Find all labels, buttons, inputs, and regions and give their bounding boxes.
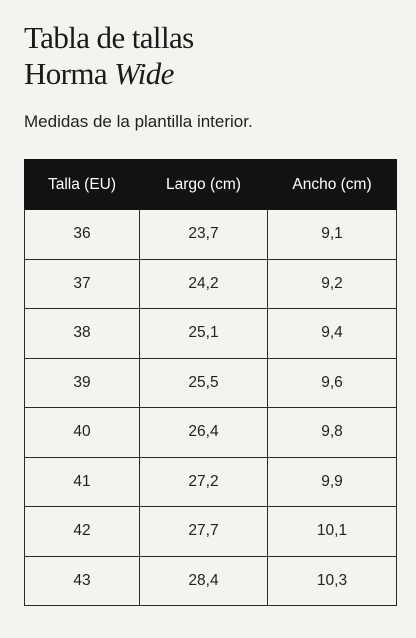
cell-length: 25,5	[139, 357, 268, 408]
header-size-eu: Talla (EU)	[24, 159, 140, 210]
table-row: 39 25,5 9,6	[24, 357, 397, 408]
cell-width: 9,9	[267, 456, 397, 507]
cell-size: 42	[24, 506, 140, 557]
cell-length: 27,2	[139, 456, 268, 507]
title-line-2-italic: Wide	[114, 56, 174, 91]
cell-length: 23,7	[139, 209, 268, 260]
table-row: 40 26,4 9,8	[24, 407, 397, 458]
cell-size: 37	[24, 258, 140, 309]
cell-size: 36	[24, 209, 140, 260]
cell-size: 43	[24, 555, 140, 606]
cell-length: 27,7	[139, 506, 268, 557]
header-length-cm: Largo (cm)	[139, 159, 268, 210]
table-header-row: Talla (EU) Largo (cm) Ancho (cm)	[24, 159, 397, 210]
table-row: 43 28,4 10,3	[24, 555, 397, 606]
cell-width: 10,1	[267, 506, 397, 557]
cell-width: 9,1	[267, 209, 397, 260]
cell-width: 9,8	[267, 407, 397, 458]
size-table: Talla (EU) Largo (cm) Ancho (cm) 36 23,7…	[24, 159, 397, 606]
cell-length: 26,4	[139, 407, 268, 458]
cell-width: 9,2	[267, 258, 397, 309]
table-row: 42 27,7 10,1	[24, 506, 397, 557]
cell-width: 10,3	[267, 555, 397, 606]
table-row: 38 25,1 9,4	[24, 308, 397, 359]
title-line-2: Horma Wide	[24, 56, 194, 92]
cell-size: 38	[24, 308, 140, 359]
table-row: 36 23,7 9,1	[24, 209, 397, 260]
cell-width: 9,4	[267, 308, 397, 359]
table-row: 41 27,2 9,9	[24, 456, 397, 507]
cell-size: 41	[24, 456, 140, 507]
cell-size: 40	[24, 407, 140, 458]
title-line-2-regular: Horma	[24, 56, 115, 91]
cell-width: 9,6	[267, 357, 397, 408]
title-line-1: Tabla de tallas	[24, 20, 194, 55]
cell-length: 25,1	[139, 308, 268, 359]
subtitle: Medidas de la plantilla interior.	[24, 112, 253, 131]
table-row: 37 24,2 9,2	[24, 258, 397, 309]
page-title: Tabla de tallas Horma Wide	[24, 20, 194, 92]
cell-length: 28,4	[139, 555, 268, 606]
cell-length: 24,2	[139, 258, 268, 309]
header-width-cm: Ancho (cm)	[267, 159, 397, 210]
cell-size: 39	[24, 357, 140, 408]
